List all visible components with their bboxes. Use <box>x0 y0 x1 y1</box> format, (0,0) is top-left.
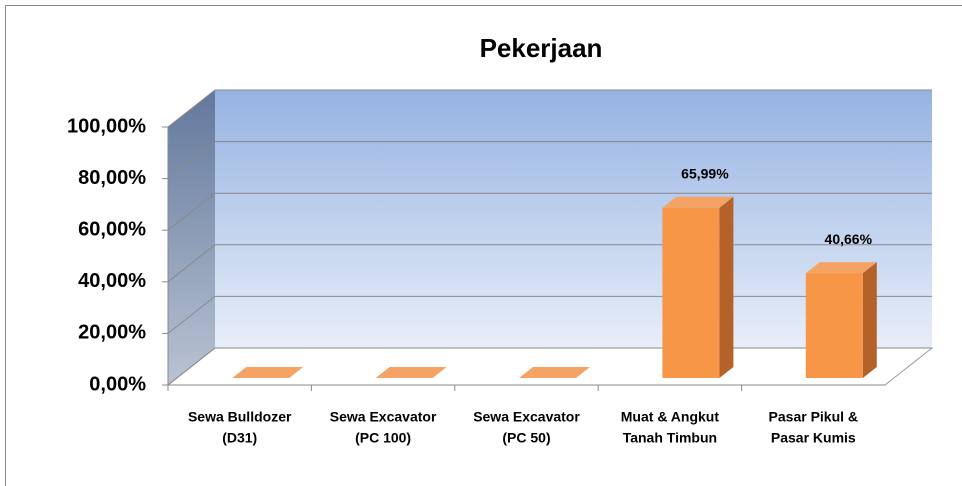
bar-top <box>805 262 877 274</box>
grid-line <box>167 296 216 334</box>
x-tick-label: (D31) <box>222 430 257 446</box>
y-tick-label: 60,00% <box>78 218 146 240</box>
x-tick-label: Sewa Bulldozer <box>188 409 292 425</box>
y-tick-label: 20,00% <box>78 322 146 344</box>
grid-line <box>167 89 216 128</box>
y-tick-label: 0,00% <box>89 373 146 395</box>
chart-title: Pekerjaan <box>480 33 603 63</box>
data-label: 40,66% <box>825 231 873 247</box>
back-wall <box>215 90 932 348</box>
bar-top <box>519 367 590 378</box>
grid-line <box>167 192 216 231</box>
x-tick-label: (PC 100) <box>355 430 411 446</box>
grid-line <box>167 141 216 179</box>
side-wall <box>168 90 215 385</box>
x-tick-label: Pasar Pikul & <box>769 409 859 425</box>
frame <box>5 5 962 486</box>
x-tick-label: Muat & Angkut <box>621 409 720 425</box>
grid-line <box>167 244 216 283</box>
x-tick-label: Tanah Timbun <box>623 430 717 446</box>
bar-side <box>862 262 877 378</box>
bar-top <box>375 367 447 378</box>
bar-top <box>232 367 304 378</box>
x-tick-label: Sewa Excavator <box>330 409 437 425</box>
x-tick-label: Sewa Excavator <box>473 409 580 425</box>
bar <box>662 207 720 378</box>
grid-line <box>167 347 216 386</box>
y-tick-label: 40,00% <box>78 270 146 292</box>
bar-top <box>662 196 734 208</box>
data-label: 65,99% <box>681 165 729 181</box>
y-tick-label: 80,00% <box>78 167 146 189</box>
y-tick-label: 100,00% <box>67 115 146 137</box>
x-tick-label: Pasar Kumis <box>771 430 856 446</box>
x-tick-label: (PC 50) <box>502 430 550 446</box>
bar-side <box>719 196 734 378</box>
bar <box>805 273 863 378</box>
